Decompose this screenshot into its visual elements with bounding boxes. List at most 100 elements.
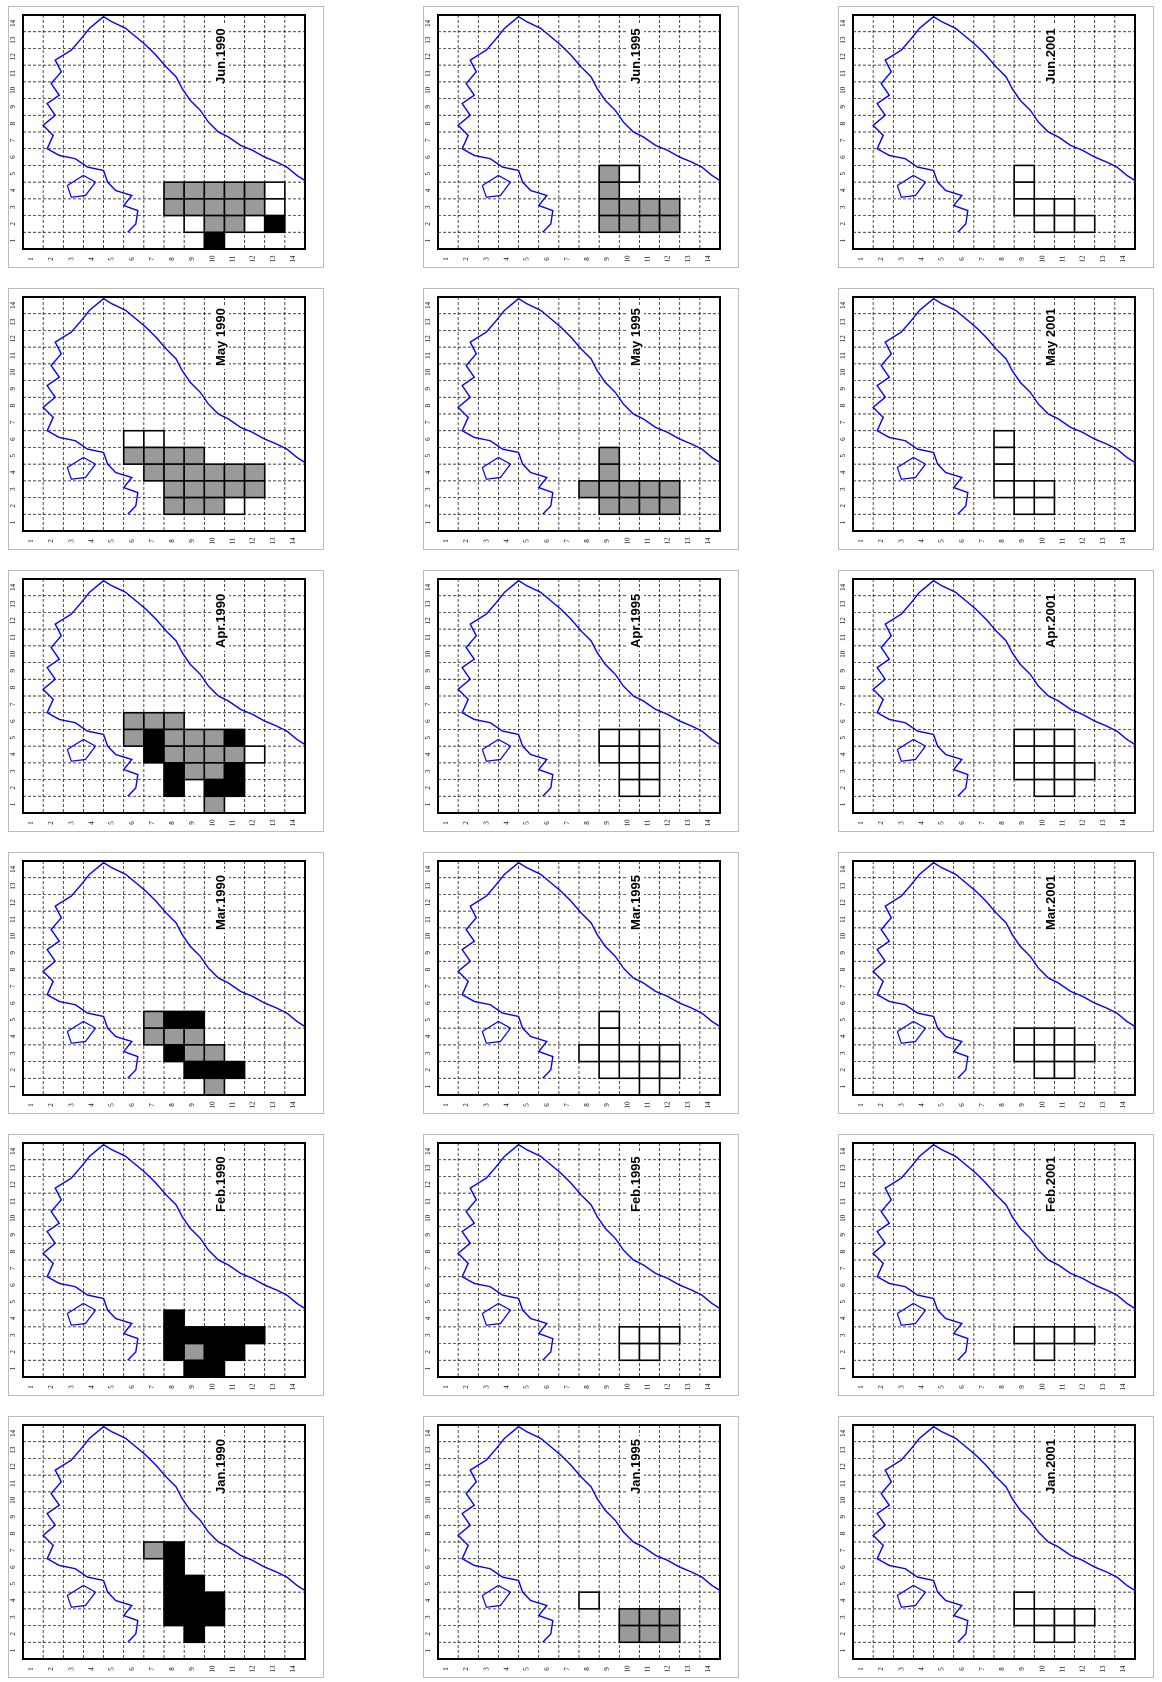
grid-cell-outlined	[598, 1027, 621, 1046]
column-tick-label: 9	[1018, 1103, 1026, 1107]
row-tick-label: 11	[839, 352, 847, 359]
row-tick-label: 10	[839, 368, 847, 376]
column-tick-label: 2	[877, 1103, 885, 1107]
row-tick-label: 11	[839, 634, 847, 641]
row-tick-label: 5	[9, 454, 17, 458]
column-tick-label: 11	[229, 819, 237, 826]
coastline	[872, 297, 1136, 515]
grid-cell-gray	[618, 1608, 641, 1627]
grid-cell-outlined	[1013, 1608, 1036, 1627]
grid-cell-gray	[243, 198, 266, 217]
map-panel: 1 2 3 4 5 6 7 8 9 10 11 12 13 14 1 2 3 4 5 6 7 8 9 10 11 12 13 14 Ma…	[838, 852, 1154, 1114]
grid-cell-outlined	[638, 762, 661, 781]
column-tick-label: 5	[938, 1385, 946, 1389]
grid-lines	[853, 1143, 1135, 1377]
column-tick-label: 2	[462, 539, 470, 543]
column-tick-label: 10	[208, 1383, 216, 1391]
panel-title: Apr.1995	[627, 590, 645, 651]
row-tick-label: 13	[9, 36, 17, 44]
row-tick-label: 14	[424, 1147, 432, 1155]
column-tick-label: 1	[857, 1385, 865, 1389]
grid-cell-gray	[163, 1027, 185, 1046]
coastline	[457, 579, 721, 797]
column-tick-label: 5	[938, 257, 946, 261]
grid-cell-outlined	[618, 1342, 641, 1362]
grid-cell-outlined	[618, 745, 641, 764]
row-tick-label: 7	[9, 984, 17, 988]
row-tick-label: 8	[9, 685, 17, 689]
row-tick-label: 12	[424, 899, 432, 907]
row-tick-label: 14	[839, 1429, 847, 1437]
column-tick-label: 13	[269, 255, 277, 263]
map-panel: 1 2 3 4 5 6 7 8 9 10 11 12 13 14 1 2 3 4 5 6 7 8 9 10 11 12 13 14 Ap…	[838, 570, 1154, 832]
row-tick-label: 12	[424, 1181, 432, 1189]
panel-title: Jan.1990	[212, 1435, 230, 1497]
panel-title: Feb.1990	[212, 1153, 230, 1215]
grid-lines	[23, 1143, 305, 1377]
grid-cell-gray	[203, 198, 226, 217]
column-tick-label: 6	[543, 257, 551, 261]
column-tick-label: 1	[857, 821, 865, 825]
grid-cell-outlined	[1053, 1027, 1076, 1046]
row-tick-label: 12	[839, 1181, 847, 1189]
column-tick-label: 8	[583, 539, 591, 543]
column-tick-label: 7	[148, 539, 156, 543]
grid-cell-gray	[598, 446, 621, 465]
grid-cell-outlined	[1033, 1624, 1056, 1644]
grid-lines	[23, 297, 305, 531]
column-tick-label: 7	[148, 257, 156, 261]
grid-cell-outlined	[1053, 745, 1076, 764]
grid-cell-outlined	[1033, 1608, 1056, 1627]
row-tick-label: 3	[839, 1051, 847, 1055]
column-tick-label: 2	[462, 257, 470, 261]
column-tick-label: 1	[27, 1385, 35, 1389]
grid-cell-gray	[638, 480, 661, 499]
panel-title: May 1990	[212, 305, 230, 369]
row-tick-label: 10	[839, 1214, 847, 1222]
row-tick-label: 5	[9, 1582, 17, 1586]
grid-cell-outlined	[223, 496, 246, 516]
panel-title: May 2001	[1042, 305, 1060, 369]
grid-cell-outlined	[598, 1044, 621, 1063]
grid-cell-outlined	[1053, 198, 1076, 217]
grid-cell-outlined	[243, 745, 266, 764]
row-tick-label: 5	[839, 454, 847, 458]
row-tick-label: 5	[424, 1300, 432, 1304]
column-tick-label: 10	[208, 1101, 216, 1109]
row-tick-label: 14	[9, 583, 17, 591]
grid-cell-outlined	[243, 214, 266, 234]
column-tick-label: 12	[664, 819, 672, 827]
panel-title: Mar.1990	[212, 871, 230, 933]
harbor-outline	[481, 1584, 512, 1608]
coastline	[457, 861, 721, 1079]
column-tick-label: 7	[148, 1103, 156, 1107]
column-tick-label: 4	[918, 539, 926, 543]
panel-title: Apr.2001	[1042, 590, 1060, 651]
column-tick-label: 1	[27, 821, 35, 825]
grid-cell-gray	[618, 496, 641, 516]
column-tick-label: 14	[704, 537, 712, 545]
column-tick-label: 7	[563, 539, 571, 543]
grid-cell-outlined	[618, 762, 641, 781]
column-tick-label: 10	[1038, 537, 1046, 545]
row-tick-label: 12	[424, 1463, 432, 1471]
row-tick-label: 10	[424, 1496, 432, 1504]
row-tick-label: 7	[424, 420, 432, 424]
column-tick-label: 7	[563, 1667, 571, 1671]
grid-cell-outlined	[598, 745, 621, 764]
row-tick-label: 8	[424, 685, 432, 689]
column-tick-label: 14	[704, 819, 712, 827]
column-tick-label: 4	[503, 539, 511, 543]
row-tick-label: 4	[9, 1598, 17, 1602]
row-tick-label: 11	[424, 916, 432, 923]
grid-cell-outlined	[1013, 1044, 1036, 1063]
column-tick-label: 3	[482, 1667, 490, 1671]
grid-cell-gray	[183, 446, 206, 465]
grid-lines	[23, 579, 305, 813]
column-tick-label: 6	[128, 1103, 136, 1107]
column-tick-label: 10	[208, 255, 216, 263]
grid-cell-gray	[243, 463, 266, 482]
column-tick-label: 5	[523, 1385, 531, 1389]
row-tick-label: 1	[424, 1084, 432, 1088]
